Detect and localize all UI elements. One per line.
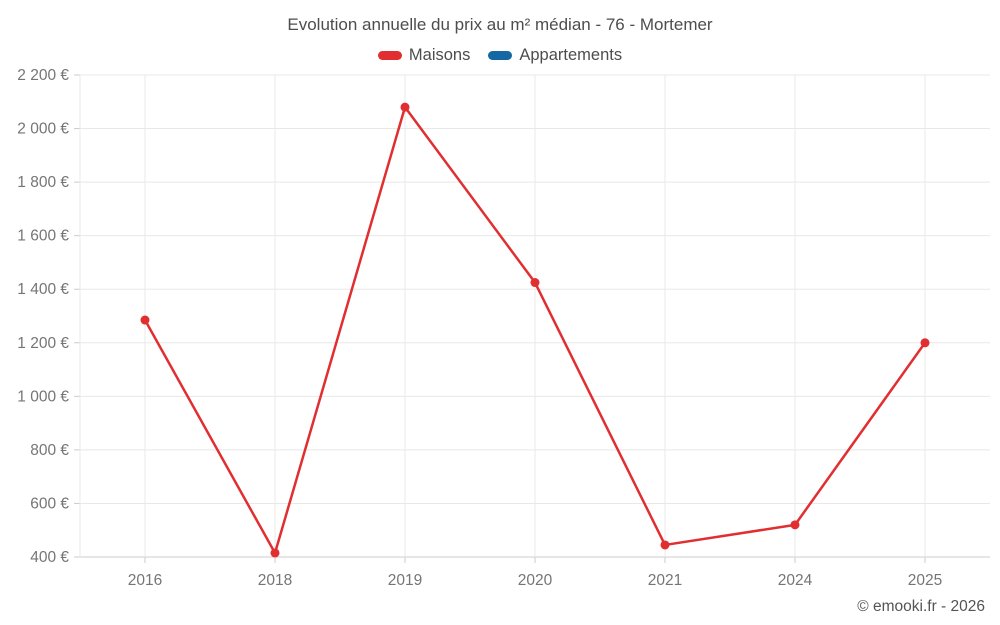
- data-point-2025[interactable]: [920, 338, 930, 348]
- data-point-2016[interactable]: [140, 315, 150, 325]
- legend-item-maisons[interactable]: Maisons: [377, 46, 471, 65]
- y-tick-label: 400 €: [30, 549, 69, 566]
- legend-label-maisons: Maisons: [408, 46, 471, 64]
- x-tick-label: 2016: [128, 572, 162, 589]
- y-tick-label: 1 200 €: [17, 335, 69, 352]
- data-point-2018[interactable]: [270, 548, 280, 558]
- legend-label-appartements: Appartements: [519, 46, 623, 64]
- legend-swatch-appartements: [488, 51, 513, 60]
- x-tick-label: 2018: [258, 572, 292, 589]
- y-tick-label: 600 €: [30, 495, 69, 512]
- data-point-2024[interactable]: [790, 520, 800, 530]
- data-point-2019[interactable]: [400, 102, 410, 112]
- data-point-2020[interactable]: [530, 278, 540, 288]
- x-tick-label: 2024: [778, 572, 813, 589]
- y-tick-label: 1 600 €: [17, 228, 69, 245]
- y-tick-label: 2 000 €: [17, 121, 69, 138]
- copyright: © emooki.fr - 2026: [857, 598, 985, 615]
- x-tick-label: 2019: [388, 572, 422, 589]
- x-tick-label: 2020: [518, 572, 553, 589]
- legend-swatch-maisons: [377, 51, 402, 60]
- chart-legend: Maisons Appartements: [0, 46, 1000, 65]
- legend-item-appartements[interactable]: Appartements: [488, 46, 622, 65]
- y-tick-label: 800 €: [30, 442, 69, 459]
- y-tick-label: 1 000 €: [17, 388, 69, 405]
- y-tick-label: 2 200 €: [17, 67, 69, 84]
- y-tick-label: 1 400 €: [17, 281, 69, 298]
- data-point-2021[interactable]: [660, 540, 670, 550]
- x-tick-label: 2021: [648, 572, 682, 589]
- y-tick-label: 1 800 €: [17, 174, 69, 191]
- x-tick-label: 2025: [908, 572, 942, 589]
- chart-title: Evolution annuelle du prix au m² médian …: [287, 15, 713, 34]
